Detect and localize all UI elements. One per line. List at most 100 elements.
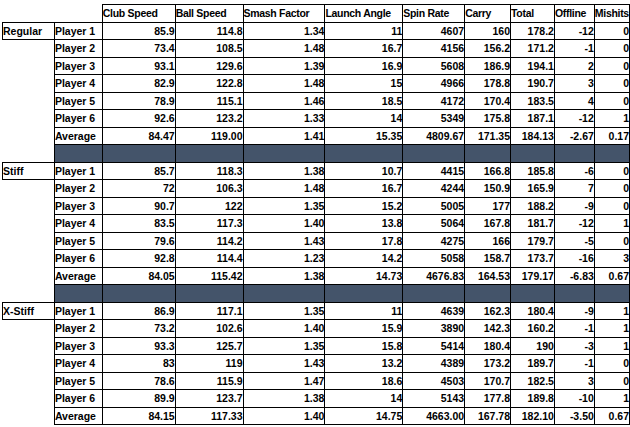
- average-cell[interactable]: 115.42: [175, 267, 243, 285]
- cell[interactable]: 3890: [403, 320, 465, 338]
- cell[interactable]: 118.3: [175, 162, 243, 180]
- cell[interactable]: 90.7: [102, 197, 175, 215]
- cell[interactable]: 0: [594, 355, 629, 373]
- column-header[interactable]: Offline: [554, 5, 594, 23]
- row-label[interactable]: Player 3: [54, 337, 102, 355]
- average-cell[interactable]: 84.47: [102, 127, 175, 145]
- average-cell[interactable]: 4663.00: [403, 407, 465, 425]
- row-label[interactable]: Player 3: [54, 57, 102, 75]
- cell[interactable]: 119: [175, 355, 243, 373]
- average-cell[interactable]: 0.67: [594, 267, 629, 285]
- cell[interactable]: 1.39: [243, 57, 325, 75]
- cell[interactable]: 1.48: [243, 40, 325, 58]
- cell[interactable]: 115.1: [175, 92, 243, 110]
- cell[interactable]: 83: [102, 355, 175, 373]
- cell[interactable]: 170.7: [465, 372, 511, 390]
- cell[interactable]: 0: [594, 57, 629, 75]
- cell[interactable]: 14.2: [325, 250, 403, 268]
- cell[interactable]: -1: [554, 355, 594, 373]
- cell[interactable]: 4244: [403, 180, 465, 198]
- cell[interactable]: 1.48: [243, 75, 325, 93]
- column-header[interactable]: Total: [511, 5, 555, 23]
- average-cell[interactable]: 15.35: [325, 127, 403, 145]
- row-label[interactable]: Player 3: [54, 197, 102, 215]
- cell[interactable]: 177.8: [465, 390, 511, 408]
- cell[interactable]: 1: [594, 110, 629, 128]
- cell[interactable]: 1.34: [243, 22, 325, 40]
- cell[interactable]: 183.5: [511, 92, 555, 110]
- cell[interactable]: 0: [594, 197, 629, 215]
- cell[interactable]: 171.2: [511, 40, 555, 58]
- average-row-label[interactable]: Average: [54, 127, 102, 145]
- row-label[interactable]: Player 6: [54, 250, 102, 268]
- cell[interactable]: 158.7: [465, 250, 511, 268]
- cell[interactable]: 160.2: [511, 320, 555, 338]
- section-label[interactable]: X-Stiff: [3, 302, 55, 320]
- cell[interactable]: 11: [325, 22, 403, 40]
- cell[interactable]: 142.3: [465, 320, 511, 338]
- cell[interactable]: 179.7: [511, 232, 555, 250]
- average-cell[interactable]: 14.73: [325, 267, 403, 285]
- cell[interactable]: 160: [465, 22, 511, 40]
- row-label[interactable]: Player 2: [54, 180, 102, 198]
- cell[interactable]: 5414: [403, 337, 465, 355]
- row-label[interactable]: Player 6: [54, 110, 102, 128]
- cell[interactable]: 186.9: [465, 57, 511, 75]
- cell[interactable]: 178.2: [511, 22, 555, 40]
- cell[interactable]: 150.9: [465, 180, 511, 198]
- cell[interactable]: 5064: [403, 215, 465, 233]
- cell[interactable]: 4415: [403, 162, 465, 180]
- cell[interactable]: 189.8: [511, 390, 555, 408]
- cell[interactable]: 117.3: [175, 215, 243, 233]
- row-label[interactable]: Player 5: [54, 92, 102, 110]
- cell[interactable]: -12: [554, 110, 594, 128]
- cell[interactable]: 5349: [403, 110, 465, 128]
- cell[interactable]: 125.7: [175, 337, 243, 355]
- cell[interactable]: 115.9: [175, 372, 243, 390]
- row-label[interactable]: Player 2: [54, 320, 102, 338]
- cell[interactable]: 0: [594, 232, 629, 250]
- cell[interactable]: 0: [594, 180, 629, 198]
- column-header[interactable]: Launch Angle: [325, 5, 403, 23]
- cell[interactable]: 189.7: [511, 355, 555, 373]
- cell[interactable]: 15.8: [325, 337, 403, 355]
- cell[interactable]: 16.9: [325, 57, 403, 75]
- cell[interactable]: 79.6: [102, 232, 175, 250]
- cell[interactable]: 16.7: [325, 40, 403, 58]
- column-header[interactable]: Spin Rate: [403, 5, 465, 23]
- cell[interactable]: -1: [554, 320, 594, 338]
- cell[interactable]: 1.33: [243, 110, 325, 128]
- cell[interactable]: 4966: [403, 75, 465, 93]
- cell[interactable]: 1.47: [243, 372, 325, 390]
- average-row-label[interactable]: Average: [54, 407, 102, 425]
- cell[interactable]: -9: [554, 302, 594, 320]
- cell[interactable]: 4639: [403, 302, 465, 320]
- average-cell[interactable]: 117.33: [175, 407, 243, 425]
- cell[interactable]: 167.8: [465, 215, 511, 233]
- cell[interactable]: 73.2: [102, 320, 175, 338]
- column-header[interactable]: Club Speed: [102, 5, 175, 23]
- cell[interactable]: 1.38: [243, 390, 325, 408]
- column-header[interactable]: Ball Speed: [175, 5, 243, 23]
- cell[interactable]: 0: [594, 162, 629, 180]
- cell[interactable]: 175.8: [465, 110, 511, 128]
- cell[interactable]: 93.1: [102, 57, 175, 75]
- average-cell[interactable]: 0.17: [594, 127, 629, 145]
- cell[interactable]: 1.35: [243, 197, 325, 215]
- cell[interactable]: 1.43: [243, 355, 325, 373]
- cell[interactable]: 1.35: [243, 302, 325, 320]
- cell[interactable]: 122: [175, 197, 243, 215]
- cell[interactable]: 72: [102, 180, 175, 198]
- cell[interactable]: 5143: [403, 390, 465, 408]
- cell[interactable]: 185.8: [511, 162, 555, 180]
- average-cell[interactable]: 1.41: [243, 127, 325, 145]
- cell[interactable]: -12: [554, 215, 594, 233]
- row-label[interactable]: Player 1: [54, 302, 102, 320]
- section-label[interactable]: Regular: [3, 22, 55, 40]
- cell[interactable]: 1: [594, 320, 629, 338]
- average-cell[interactable]: 4809.67: [403, 127, 465, 145]
- cell[interactable]: -6: [554, 162, 594, 180]
- cell[interactable]: 13.2: [325, 355, 403, 373]
- cell[interactable]: 166.8: [465, 162, 511, 180]
- average-cell[interactable]: 4676.83: [403, 267, 465, 285]
